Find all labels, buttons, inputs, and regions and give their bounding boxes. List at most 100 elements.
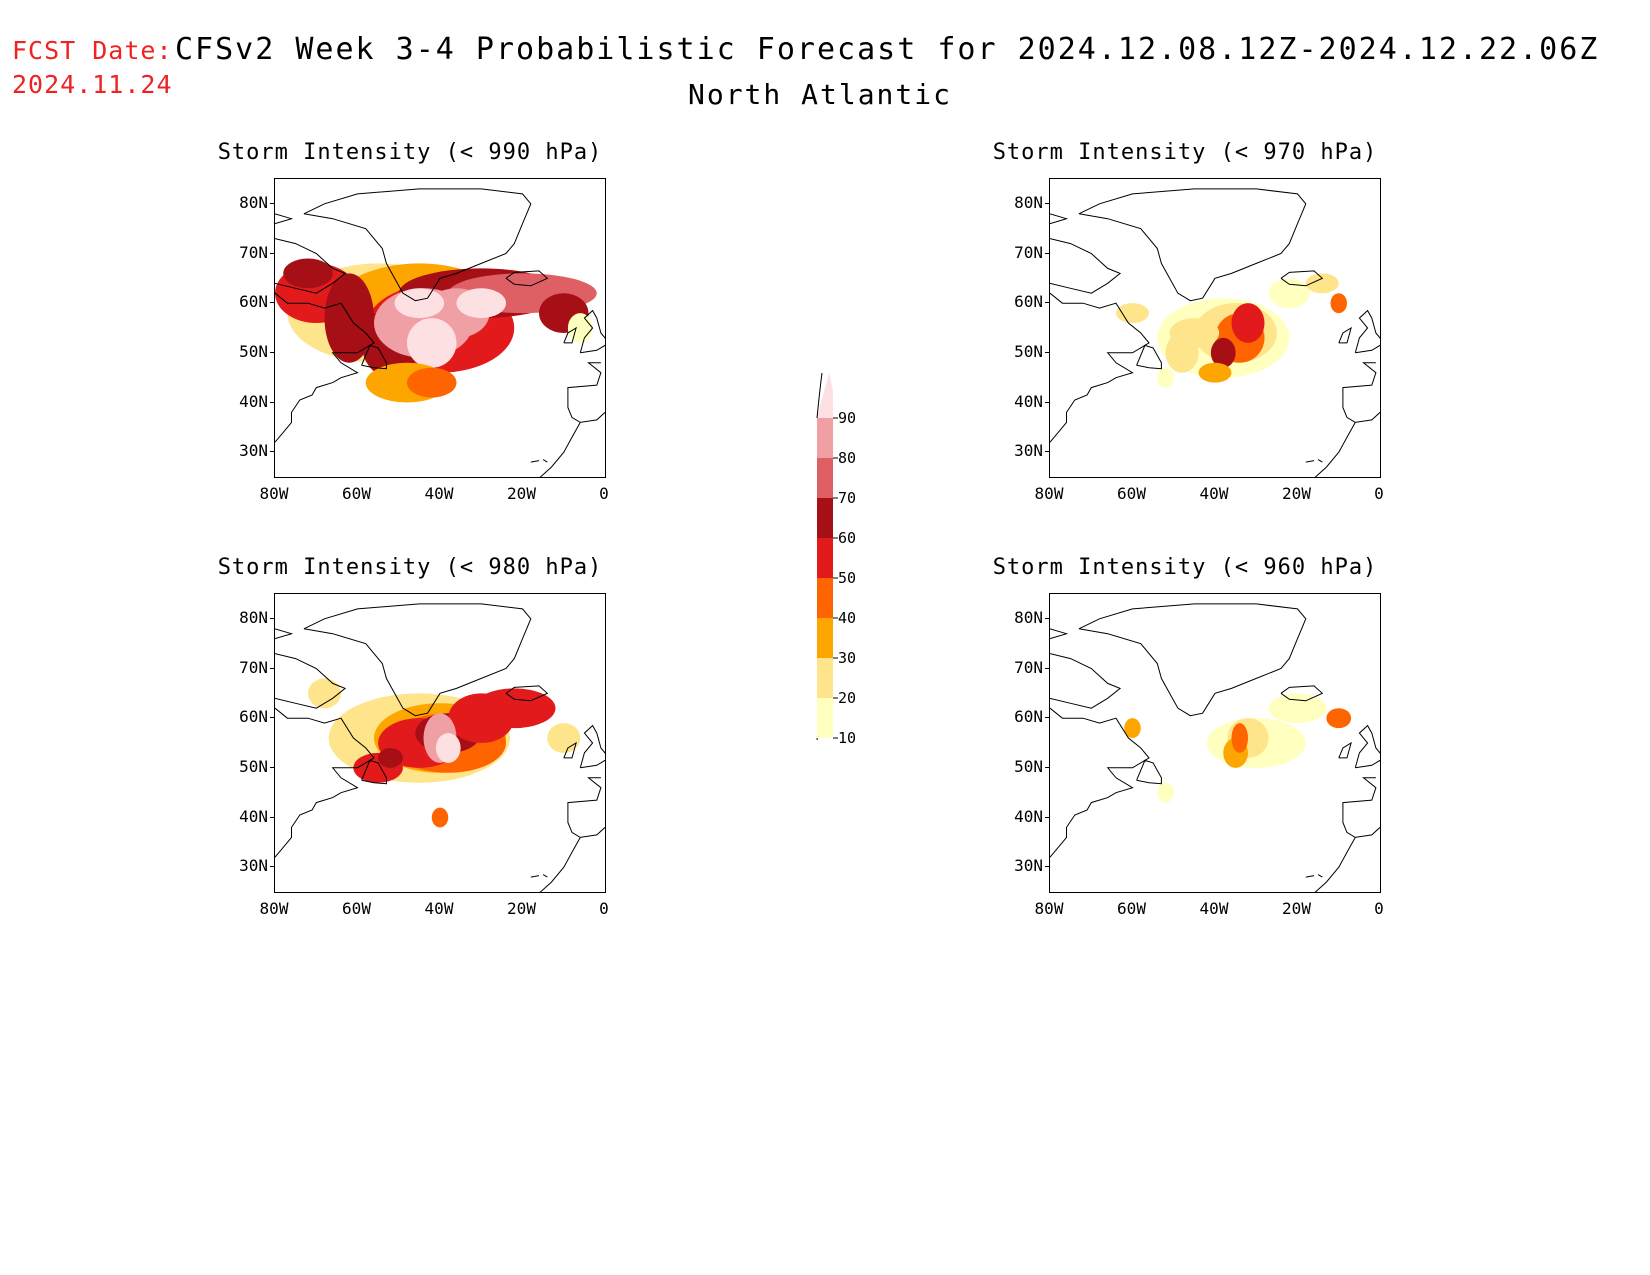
probability-contour: [1268, 693, 1327, 724]
lon-tick-label: 60W: [342, 484, 371, 503]
map-frame: [1049, 593, 1381, 893]
probability-contour: [1231, 723, 1248, 753]
coastline-segment: [1317, 459, 1323, 463]
lon-tick-label: 80W: [1034, 484, 1064, 503]
probability-shading: [308, 678, 581, 828]
coastline-segment: [361, 759, 387, 785]
lat-tick-mark: [270, 816, 275, 818]
panel-960hpa: Storm Intensity (< 960 hPa) 80N 70N 60N 50N 4…: [975, 555, 1395, 945]
legend-swatch: [817, 658, 833, 698]
coastline-segment: [1305, 875, 1315, 878]
coastline-segment: [1136, 759, 1162, 785]
coastline: [1050, 603, 1380, 892]
probability-contour: [394, 288, 445, 319]
probability-contour: [1326, 708, 1352, 729]
coastline-segment: [539, 837, 581, 892]
lat-tick-label: 40N: [239, 806, 268, 826]
legend-swatch: [817, 498, 833, 538]
lat-tick-label: 60N: [1014, 707, 1043, 727]
panel-title: Storm Intensity (< 980 hPa): [217, 555, 603, 580]
legend-label: 90: [838, 409, 857, 427]
lat-tick-mark: [270, 667, 275, 669]
legend-top-edge: [816, 372, 823, 419]
lat-tick-label: 70N: [239, 657, 268, 677]
lat-tick-label: 70N: [1014, 242, 1043, 262]
lat-tick-label: 80N: [239, 192, 268, 212]
lon-tick-label: 20W: [507, 484, 536, 503]
legend-swatch: [817, 418, 833, 458]
probability-contour: [1268, 278, 1310, 309]
probability-contour: [308, 678, 341, 709]
lat-tick-mark: [270, 451, 275, 453]
coastline-segment: [1354, 309, 1380, 354]
color-legend: 10 20 30 40 50 60 70 80 90: [808, 340, 868, 747]
legend-label: 40: [838, 609, 857, 627]
coastline-segment: [1354, 724, 1380, 769]
probability-contour: [431, 807, 449, 828]
lat-tick-label: 70N: [239, 242, 268, 262]
coastline-segment: [275, 238, 347, 294]
lat-tick-mark: [1045, 717, 1050, 719]
lat-tick-label: 30N: [1014, 856, 1043, 876]
coastline-segment: [1078, 188, 1307, 302]
coastline-segment: [542, 874, 548, 878]
probability-contour: [456, 288, 506, 319]
probability-contour: [1305, 273, 1339, 294]
lat-tick-label: 30N: [239, 856, 268, 876]
lat-tick-label: 50N: [239, 341, 268, 361]
probability-contour: [1198, 362, 1232, 383]
lon-tick-label: 60W: [1117, 484, 1146, 503]
coastline-segment: [1342, 362, 1380, 423]
probability-contour: [1169, 318, 1220, 348]
map-frame: [274, 593, 606, 893]
lat-tick-mark: [270, 202, 275, 204]
probability-map: [275, 603, 605, 892]
coastline-segment: [275, 707, 375, 858]
lat-tick-mark: [270, 302, 275, 304]
panel-title: Storm Intensity (< 990 hPa): [217, 140, 603, 165]
probability-contour: [324, 273, 374, 363]
lat-tick-label: 40N: [239, 391, 268, 411]
probability-contour: [1157, 782, 1174, 803]
coastline-segment: [275, 213, 294, 225]
lat-tick-mark: [270, 351, 275, 353]
coastline-segment: [1050, 707, 1150, 858]
lon-tick-label: 40W: [1199, 484, 1229, 503]
coastline-segment: [530, 460, 540, 463]
coastline-segment: [563, 741, 577, 759]
legend-swatch-top: [817, 373, 833, 418]
coastline-segment: [1050, 292, 1150, 443]
lat-tick-mark: [1045, 766, 1050, 768]
probability-contour: [283, 258, 333, 289]
coastline-segment: [303, 188, 532, 302]
lon-tick-label: 80W: [259, 899, 289, 918]
coastline-segment: [1338, 741, 1352, 759]
coastline-segment: [563, 326, 577, 344]
coastline-segment: [1050, 213, 1069, 225]
coastline-segment: [542, 459, 548, 463]
probability-contour: [1157, 367, 1174, 388]
lon-tick-label: 60W: [342, 899, 371, 918]
coastline-segment: [1050, 628, 1069, 640]
coastline-segment: [539, 422, 581, 477]
lat-tick-mark: [270, 401, 275, 403]
lat-tick-label: 40N: [1014, 391, 1043, 411]
probability-contour: [473, 688, 556, 729]
coastline-segment: [1078, 603, 1307, 717]
legend-label: 60: [838, 529, 857, 547]
panel-title: Storm Intensity (< 960 hPa): [992, 555, 1378, 580]
lat-tick-label: 60N: [239, 707, 268, 727]
lat-tick-mark: [1045, 401, 1050, 403]
panel-970hpa: Storm Intensity (< 970 hPa) 80N 70N 60N 50N 4…: [975, 140, 1395, 530]
probability-contour: [1116, 303, 1149, 324]
lat-tick-mark: [1045, 252, 1050, 254]
coastline-segment: [275, 628, 294, 640]
lat-tick-mark: [270, 252, 275, 254]
coastline-segment: [1280, 685, 1324, 702]
lat-tick-label: 30N: [239, 441, 268, 461]
lon-tick-label: 20W: [1282, 484, 1311, 503]
lon-tick-label: 80W: [1034, 899, 1064, 918]
lat-tick-label: 80N: [239, 607, 268, 627]
legend-label: 20: [838, 689, 857, 707]
lat-tick-mark: [270, 766, 275, 768]
